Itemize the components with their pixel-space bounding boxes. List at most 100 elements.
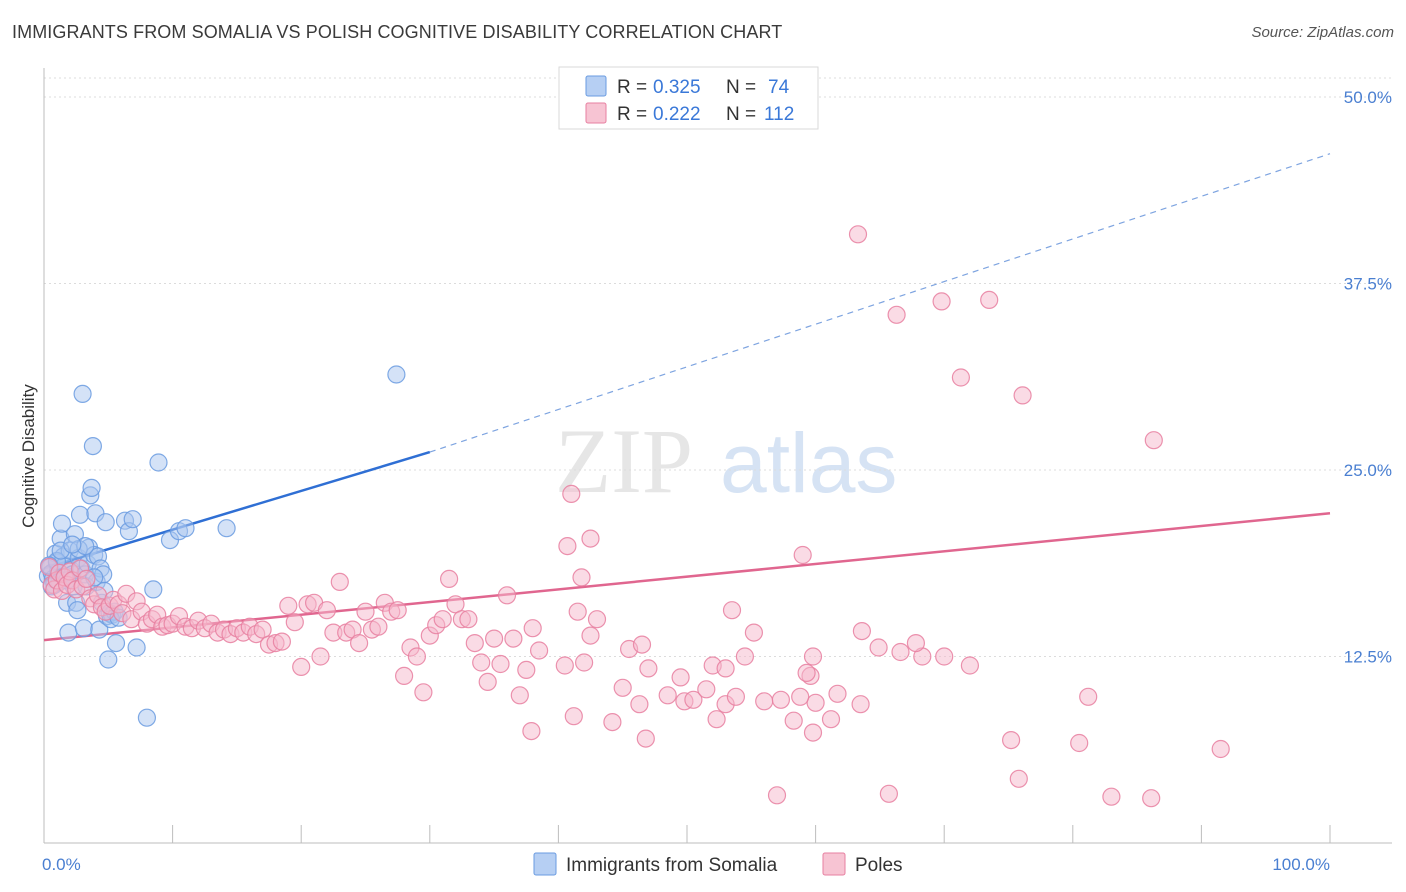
point-poles-22 xyxy=(1079,687,1098,706)
bottom-legend-label-poles: Poles xyxy=(855,855,903,876)
point-poles-0 xyxy=(562,484,581,503)
point-somalia-62 xyxy=(176,519,195,538)
point-somalia-58 xyxy=(144,580,163,599)
point-poles-118 xyxy=(806,693,825,712)
point-somalia-55 xyxy=(123,510,142,529)
trend-line-somalia xyxy=(43,450,431,570)
legend-n-label-1: N = xyxy=(726,77,756,98)
stats-legend: R = 0.325 N = 74 R = 0.222 N = 112 xyxy=(558,66,819,130)
legend-n-value-1: 74 xyxy=(768,77,790,98)
point-poles-36 xyxy=(891,642,910,662)
point-poles-74 xyxy=(433,610,452,629)
point-poles-4 xyxy=(793,545,812,565)
point-poles-108 xyxy=(697,680,716,699)
point-somalia-63 xyxy=(217,519,236,538)
point-poles-23 xyxy=(707,710,726,729)
point-poles-112 xyxy=(735,647,755,666)
point-poles-55 xyxy=(311,647,330,666)
point-poles-78 xyxy=(459,610,478,629)
point-poles-82 xyxy=(485,629,504,648)
point-poles-51 xyxy=(285,613,304,632)
point-poles-85 xyxy=(504,629,523,648)
y-tick-label: 25.0% xyxy=(1344,461,1392,480)
point-poles-7 xyxy=(716,659,735,678)
y-tick-label: 50.0% xyxy=(1344,88,1392,107)
point-poles-88 xyxy=(523,619,542,638)
x-tick-label-left: 0.0% xyxy=(42,855,81,874)
watermark: ZIP atlas xyxy=(555,410,897,512)
point-poles-15 xyxy=(879,784,899,803)
point-poles-68 xyxy=(395,666,414,686)
point-poles-26 xyxy=(887,305,906,324)
chart-title: IMMIGRANTS FROM SOMALIA VS POLISH COGNIT… xyxy=(12,22,783,42)
point-poles-87 xyxy=(517,660,536,680)
point-poles-21 xyxy=(1070,733,1089,753)
legend-r-label-2: R = xyxy=(617,104,647,125)
point-poles-35 xyxy=(869,638,888,657)
point-poles-103 xyxy=(636,729,655,748)
point-poles-30 xyxy=(1144,431,1163,450)
point-poles-83 xyxy=(491,654,510,674)
point-somalia-34 xyxy=(83,437,103,456)
point-somalia-10 xyxy=(52,514,72,533)
point-poles-56 xyxy=(317,601,336,620)
point-poles-27 xyxy=(848,225,868,244)
point-poles-29 xyxy=(932,292,951,311)
point-poles-62 xyxy=(356,602,375,621)
point-poles-79 xyxy=(465,633,484,653)
point-poles-116 xyxy=(803,647,823,666)
point-poles-49 xyxy=(272,632,291,651)
point-poles-107 xyxy=(684,690,703,709)
point-somalia-24 xyxy=(70,505,90,524)
point-somalia-64 xyxy=(387,365,406,384)
point-poles-10 xyxy=(771,690,791,709)
point-poles-18 xyxy=(960,656,980,675)
trend-line-somalia-projection xyxy=(429,153,1331,453)
bottom-legend-label-somalia: Immigrants from Somalia xyxy=(566,855,778,876)
point-poles-104 xyxy=(658,686,677,705)
point-poles-25 xyxy=(980,290,999,309)
point-poles-113 xyxy=(755,692,774,711)
point-somalia-44 xyxy=(96,513,115,532)
point-somalia-46 xyxy=(99,650,118,669)
point-poles-92 xyxy=(574,653,594,672)
point-somalia-57 xyxy=(137,708,156,727)
legend-n-value-2: 112 xyxy=(764,104,794,125)
point-poles-24 xyxy=(951,368,971,387)
point-poles-37 xyxy=(906,633,926,653)
legend-r-label-1: R = xyxy=(617,77,647,98)
point-poles-86 xyxy=(510,686,529,705)
point-poles-61 xyxy=(350,633,369,653)
point-poles-84 xyxy=(497,586,517,605)
point-poles-31 xyxy=(1211,739,1230,759)
point-poles-3 xyxy=(572,568,591,587)
point-poles-14 xyxy=(821,710,841,729)
point-poles-91 xyxy=(568,602,587,621)
legend-swatch-poles xyxy=(585,102,607,124)
point-poles-64 xyxy=(369,617,388,636)
point-poles-13 xyxy=(803,723,823,742)
point-somalia-39 xyxy=(90,620,109,639)
point-somalia-59 xyxy=(149,453,168,472)
y-tick-label: 37.5% xyxy=(1344,275,1392,294)
point-poles-19 xyxy=(1001,730,1021,750)
point-somalia-52 xyxy=(106,633,126,653)
watermark-atlas: atlas xyxy=(720,416,897,510)
point-poles-98 xyxy=(639,659,658,678)
point-poles-80 xyxy=(472,653,491,672)
y-axis-label: Cognitive Disability xyxy=(19,384,38,528)
point-somalia-27 xyxy=(74,619,94,638)
point-poles-11 xyxy=(791,687,810,706)
point-poles-81 xyxy=(478,672,497,692)
point-somalia-15 xyxy=(59,623,78,642)
legend-r-value-2: 0.222 xyxy=(653,104,701,125)
point-poles-97 xyxy=(632,635,652,654)
legend-swatch-somalia xyxy=(585,75,607,97)
y-tick-label: 12.5% xyxy=(1344,648,1392,667)
point-poles-70 xyxy=(407,647,426,666)
grid-lines xyxy=(44,77,1392,657)
bottom-legend-swatch-somalia xyxy=(533,852,557,876)
point-poles-115 xyxy=(851,695,870,714)
point-poles-34 xyxy=(852,621,872,641)
point-poles-58 xyxy=(330,572,349,592)
